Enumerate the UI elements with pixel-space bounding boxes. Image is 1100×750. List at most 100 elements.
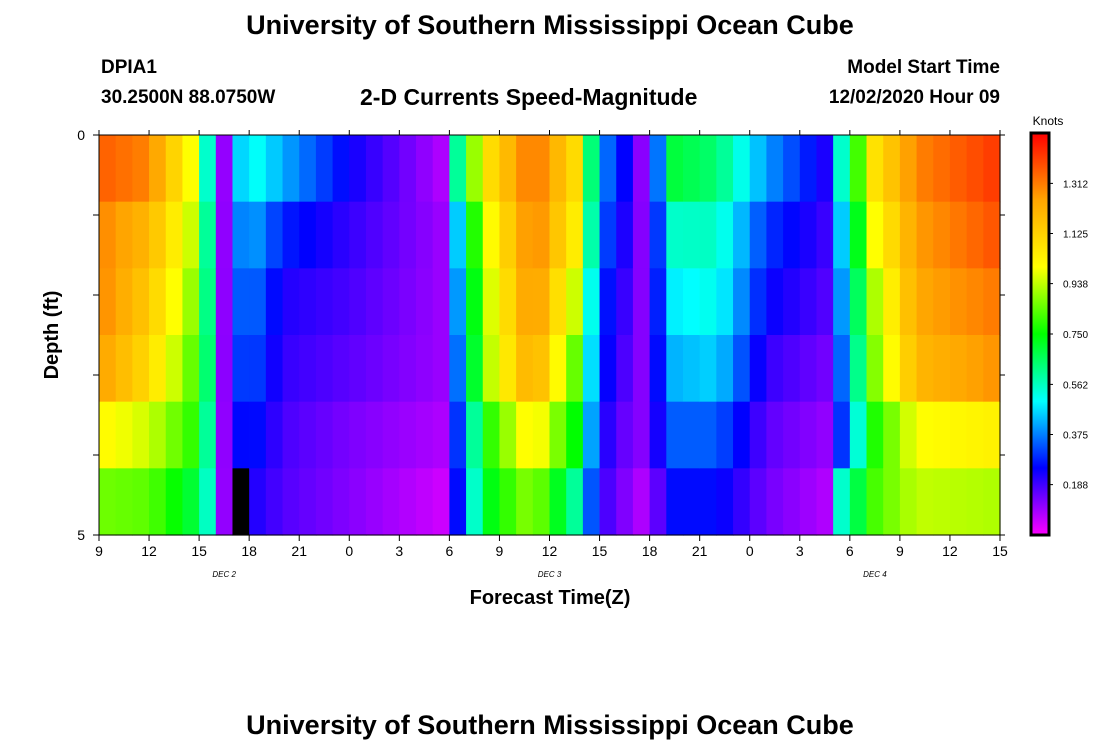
heatmap-cell [716, 401, 734, 469]
heatmap-cell [816, 135, 834, 203]
heatmap-cell [666, 201, 684, 269]
heatmap-cell [99, 401, 117, 469]
heatmap-cell [299, 135, 317, 203]
heatmap-cell [816, 268, 834, 336]
heatmap-cell [132, 468, 150, 536]
heatmap-cell [582, 335, 601, 403]
heatmap-cell [482, 468, 501, 536]
heatmap-cell [616, 268, 634, 336]
heatmap-cell [182, 201, 200, 269]
y-axis-label: Depth (ft) [41, 291, 63, 380]
heatmap-cell [749, 135, 768, 203]
heatmap-cell [616, 201, 634, 269]
page-title: University of Southern Mississippi Ocean… [246, 10, 854, 40]
heatmap-cell [649, 201, 667, 269]
x-tick-label: 18 [241, 543, 257, 559]
heatmap-cell [349, 468, 367, 536]
heatmap-cell [149, 201, 167, 269]
heatmap-cell [599, 335, 617, 403]
heatmap-cell [115, 468, 133, 536]
heatmap-cell [182, 135, 200, 203]
heatmap-cell [99, 135, 117, 203]
heatmap-cell [265, 135, 284, 203]
heatmap-cell [349, 135, 367, 203]
day-label: DEC 4 [863, 570, 887, 579]
heatmap-cell [249, 401, 267, 469]
heatmap-cell [582, 135, 601, 203]
heatmap-cell [666, 468, 684, 536]
x-tick-label: 12 [141, 543, 157, 559]
heatmap-cell [916, 135, 934, 203]
heatmap-cell [516, 201, 534, 269]
heatmap-cell [749, 335, 768, 403]
heatmap-cell [382, 401, 400, 469]
heatmap-cell [933, 268, 951, 336]
heatmap-cell [532, 335, 551, 403]
x-tick-label: 12 [542, 543, 558, 559]
heatmap-cell [716, 135, 734, 203]
colorbar-tick-label: 0.750 [1063, 330, 1088, 341]
heatmap-cell [599, 468, 617, 536]
heatmap-cell [115, 268, 133, 336]
x-tick-label: 18 [642, 543, 658, 559]
x-tick-label: 3 [796, 543, 804, 559]
heatmap-cell [783, 201, 801, 269]
heatmap-cell [99, 201, 117, 269]
heatmap-cell [182, 468, 200, 536]
heatmap-cell [532, 135, 551, 203]
station-id: DPIA1 [101, 57, 157, 78]
heatmap-cell [833, 335, 851, 403]
heatmap-cell [866, 335, 884, 403]
heatmap-cell [566, 201, 584, 269]
heatmap-cell [682, 468, 701, 536]
heatmap-cell [616, 401, 634, 469]
heatmap-cell [566, 335, 584, 403]
heatmap-cell [566, 468, 584, 536]
heatmap-cell [365, 201, 384, 269]
heatmap-cell [983, 335, 1001, 403]
heatmap-cell [315, 135, 334, 203]
heatmap-cell [365, 135, 384, 203]
heatmap-cell [799, 201, 818, 269]
heatmap-cell [899, 268, 918, 336]
heatmap-cell [699, 335, 717, 403]
x-tick-label: 3 [395, 543, 403, 559]
heatmap-cell [516, 335, 534, 403]
heatmap-cell [933, 135, 951, 203]
heatmap-cell [733, 468, 751, 536]
heatmap-cell [265, 201, 284, 269]
heatmap-cell [933, 468, 951, 536]
colorbar: 0.188 0.375 0.562 0.750 0.938 1.125 1.312 [1029, 131, 1088, 537]
heatmap-cell [699, 201, 717, 269]
heatmap-cell [516, 401, 534, 469]
heatmap-cell [215, 468, 234, 536]
heatmap-cell [899, 468, 918, 536]
heatmap-cell [883, 201, 901, 269]
heatmap-cell [482, 201, 501, 269]
heatmap-cell [499, 468, 517, 536]
heatmap-cell [783, 468, 801, 536]
heatmap-cell [816, 401, 834, 469]
heatmap-cell [299, 335, 317, 403]
heatmap-cell [532, 268, 551, 336]
heatmap-cell [899, 401, 918, 469]
heatmap-cell [115, 201, 133, 269]
heatmap-cell [916, 201, 934, 269]
x-tick-label: 6 [445, 543, 453, 559]
heatmap-cell [933, 201, 951, 269]
heatmap-cell [315, 335, 334, 403]
heatmap-cell [449, 401, 467, 469]
heatmap-cell [799, 401, 818, 469]
heatmap-cell [649, 468, 667, 536]
heatmap-cell [482, 335, 501, 403]
heatmap-cell [349, 268, 367, 336]
heatmap-cell [165, 401, 184, 469]
heatmap-cell [299, 468, 317, 536]
heatmap-cell [532, 401, 551, 469]
day-label: DEC 2 [212, 570, 236, 579]
heatmap-cell [883, 135, 901, 203]
heatmap-cell [783, 268, 801, 336]
heatmap-cell [499, 335, 517, 403]
heatmap-cell [983, 268, 1001, 336]
heatmap-cell [199, 268, 217, 336]
